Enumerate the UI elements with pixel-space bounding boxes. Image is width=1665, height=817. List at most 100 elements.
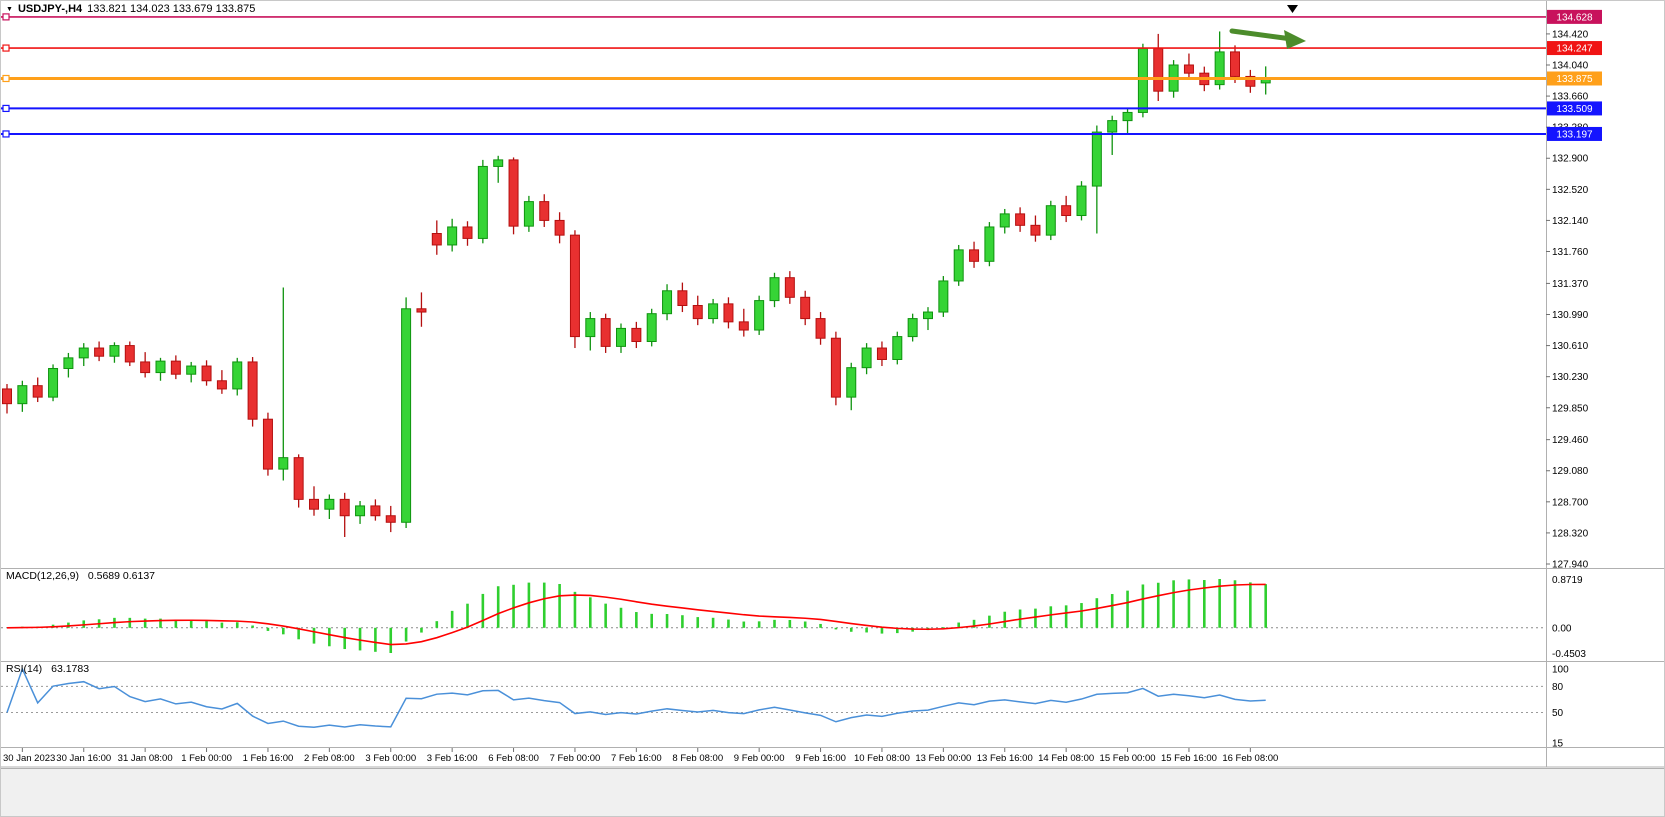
candle bbox=[1076, 181, 1087, 221]
trend-arrow-annotation[interactable] bbox=[1229, 28, 1306, 49]
candle bbox=[1245, 69, 1256, 93]
candle bbox=[447, 218, 458, 252]
candle bbox=[370, 499, 381, 521]
time-axis-label: 13 Feb 16:00 bbox=[977, 753, 1033, 764]
time-axis-label: 30 Jan 2023 bbox=[3, 753, 55, 764]
symbol-dropdown-icon[interactable]: ▼ bbox=[6, 5, 13, 13]
price-line-badge-label: 133.509 bbox=[1556, 104, 1593, 115]
horizontal-price-line[interactable] bbox=[1, 71, 1602, 86]
macd-values: 0.5689 0.6137 bbox=[87, 570, 156, 582]
macd-axis-label: 0.8719 bbox=[1552, 575, 1583, 586]
time-axis-label: 13 Feb 00:00 bbox=[915, 753, 971, 764]
candle bbox=[124, 341, 135, 367]
time-axis-label: 9 Feb 16:00 bbox=[795, 753, 846, 764]
price-axis-label: 134.040 bbox=[1552, 60, 1589, 71]
candle bbox=[1091, 125, 1102, 234]
chart-shift-marker-icon[interactable] bbox=[1287, 5, 1298, 13]
price-line-badge bbox=[1547, 41, 1602, 56]
horizontal-price-line[interactable] bbox=[1, 126, 1602, 141]
candle bbox=[170, 355, 181, 380]
macd-histogram bbox=[21, 579, 1267, 653]
candle bbox=[1122, 107, 1133, 134]
candle bbox=[1061, 195, 1072, 223]
time-axis-label: 15 Feb 00:00 bbox=[1100, 753, 1156, 764]
line-anchor-handle[interactable] bbox=[2, 44, 10, 52]
candle bbox=[186, 361, 197, 383]
price-axis-label: 129.080 bbox=[1552, 466, 1589, 477]
candle bbox=[953, 244, 964, 286]
candle bbox=[1230, 45, 1240, 83]
time-axis-label: 30 Jan 16:00 bbox=[56, 753, 111, 764]
price-axis-label: 130.610 bbox=[1552, 341, 1589, 352]
candle bbox=[262, 412, 273, 476]
price-line-badge bbox=[1547, 71, 1602, 86]
price-axis-label: 129.850 bbox=[1552, 403, 1589, 414]
time-axis-label: 1 Feb 16:00 bbox=[243, 753, 294, 764]
price-axis-label: 132.900 bbox=[1552, 154, 1589, 165]
chart-header: ▼ USDJPY-,H4 133.821 134.023 133.679 133… bbox=[6, 3, 255, 15]
symbol-timeframe-label: USDJPY-,H4 bbox=[17, 3, 83, 15]
candle bbox=[646, 308, 657, 347]
price-axis-label: 133.660 bbox=[1552, 92, 1589, 103]
rsi-indicator-label: RSI(14) 63.1783 bbox=[6, 663, 89, 675]
candle bbox=[32, 377, 43, 403]
price-axis-label: 130.990 bbox=[1552, 310, 1589, 321]
candle bbox=[523, 195, 534, 232]
time-axis-label: 16 Feb 08:00 bbox=[1222, 753, 1278, 764]
macd-axis-label: 0.00 bbox=[1552, 623, 1572, 634]
price-axis-label: 132.520 bbox=[1552, 185, 1589, 196]
time-axis-label: 8 Feb 08:00 bbox=[672, 753, 723, 764]
line-anchor-handle[interactable] bbox=[2, 130, 10, 138]
candle bbox=[63, 352, 74, 378]
candle bbox=[324, 494, 335, 520]
line-anchor-handle[interactable] bbox=[2, 104, 10, 113]
candle bbox=[800, 290, 811, 326]
rsi-axis-label: 80 bbox=[1552, 682, 1564, 693]
horizontal-price-line[interactable] bbox=[1, 101, 1602, 116]
line-anchor-handle[interactable] bbox=[2, 13, 10, 21]
candle bbox=[585, 312, 596, 351]
candle bbox=[923, 307, 933, 331]
candle bbox=[109, 342, 120, 363]
time-axis-label: 9 Feb 00:00 bbox=[734, 753, 785, 764]
candle bbox=[1137, 43, 1148, 118]
price-axis-label: 129.460 bbox=[1552, 435, 1589, 446]
candle bbox=[1214, 31, 1225, 90]
candle bbox=[216, 370, 227, 394]
line-anchor-handle[interactable] bbox=[2, 74, 10, 83]
price-line-badge bbox=[1547, 126, 1602, 141]
time-axis-label: 3 Feb 00:00 bbox=[365, 753, 416, 764]
candle bbox=[385, 505, 396, 533]
price-line-badge bbox=[1547, 101, 1602, 116]
price-line-badge-label: 134.247 bbox=[1556, 44, 1593, 55]
rsi-axis-label: 50 bbox=[1552, 708, 1564, 719]
candle bbox=[477, 159, 488, 244]
candle bbox=[1260, 66, 1271, 95]
rsi-values: 63.1783 bbox=[51, 663, 90, 675]
candle bbox=[1153, 33, 1164, 101]
candle bbox=[616, 323, 626, 353]
ohlc-readout: 133.821 134.023 133.679 133.875 bbox=[87, 3, 256, 15]
candle bbox=[401, 297, 412, 529]
candle bbox=[784, 271, 795, 304]
horizontal-price-line[interactable] bbox=[1, 9, 1602, 24]
candle bbox=[293, 454, 304, 508]
candle bbox=[508, 157, 519, 235]
horizontal-price-line[interactable] bbox=[1, 41, 1602, 56]
candle bbox=[815, 312, 826, 345]
time-axis-label: 6 Feb 08:00 bbox=[488, 753, 539, 764]
candle bbox=[278, 287, 289, 481]
candle bbox=[140, 352, 151, 378]
time-axis-label: 7 Feb 00:00 bbox=[550, 753, 601, 764]
price-axis-label: 132.140 bbox=[1552, 216, 1589, 227]
time-axis-label: 10 Feb 08:00 bbox=[854, 753, 910, 764]
price-line-badge bbox=[1547, 9, 1602, 24]
candle bbox=[462, 221, 473, 246]
time-axis-label: 3 Feb 16:00 bbox=[427, 753, 478, 764]
chart-canvas[interactable]: 134.420134.040133.660133.280132.900132.5… bbox=[1, 1, 1665, 771]
candle bbox=[247, 357, 258, 427]
price-axis-label: 128.320 bbox=[1552, 528, 1589, 539]
candle bbox=[769, 272, 780, 308]
candle bbox=[201, 360, 212, 386]
